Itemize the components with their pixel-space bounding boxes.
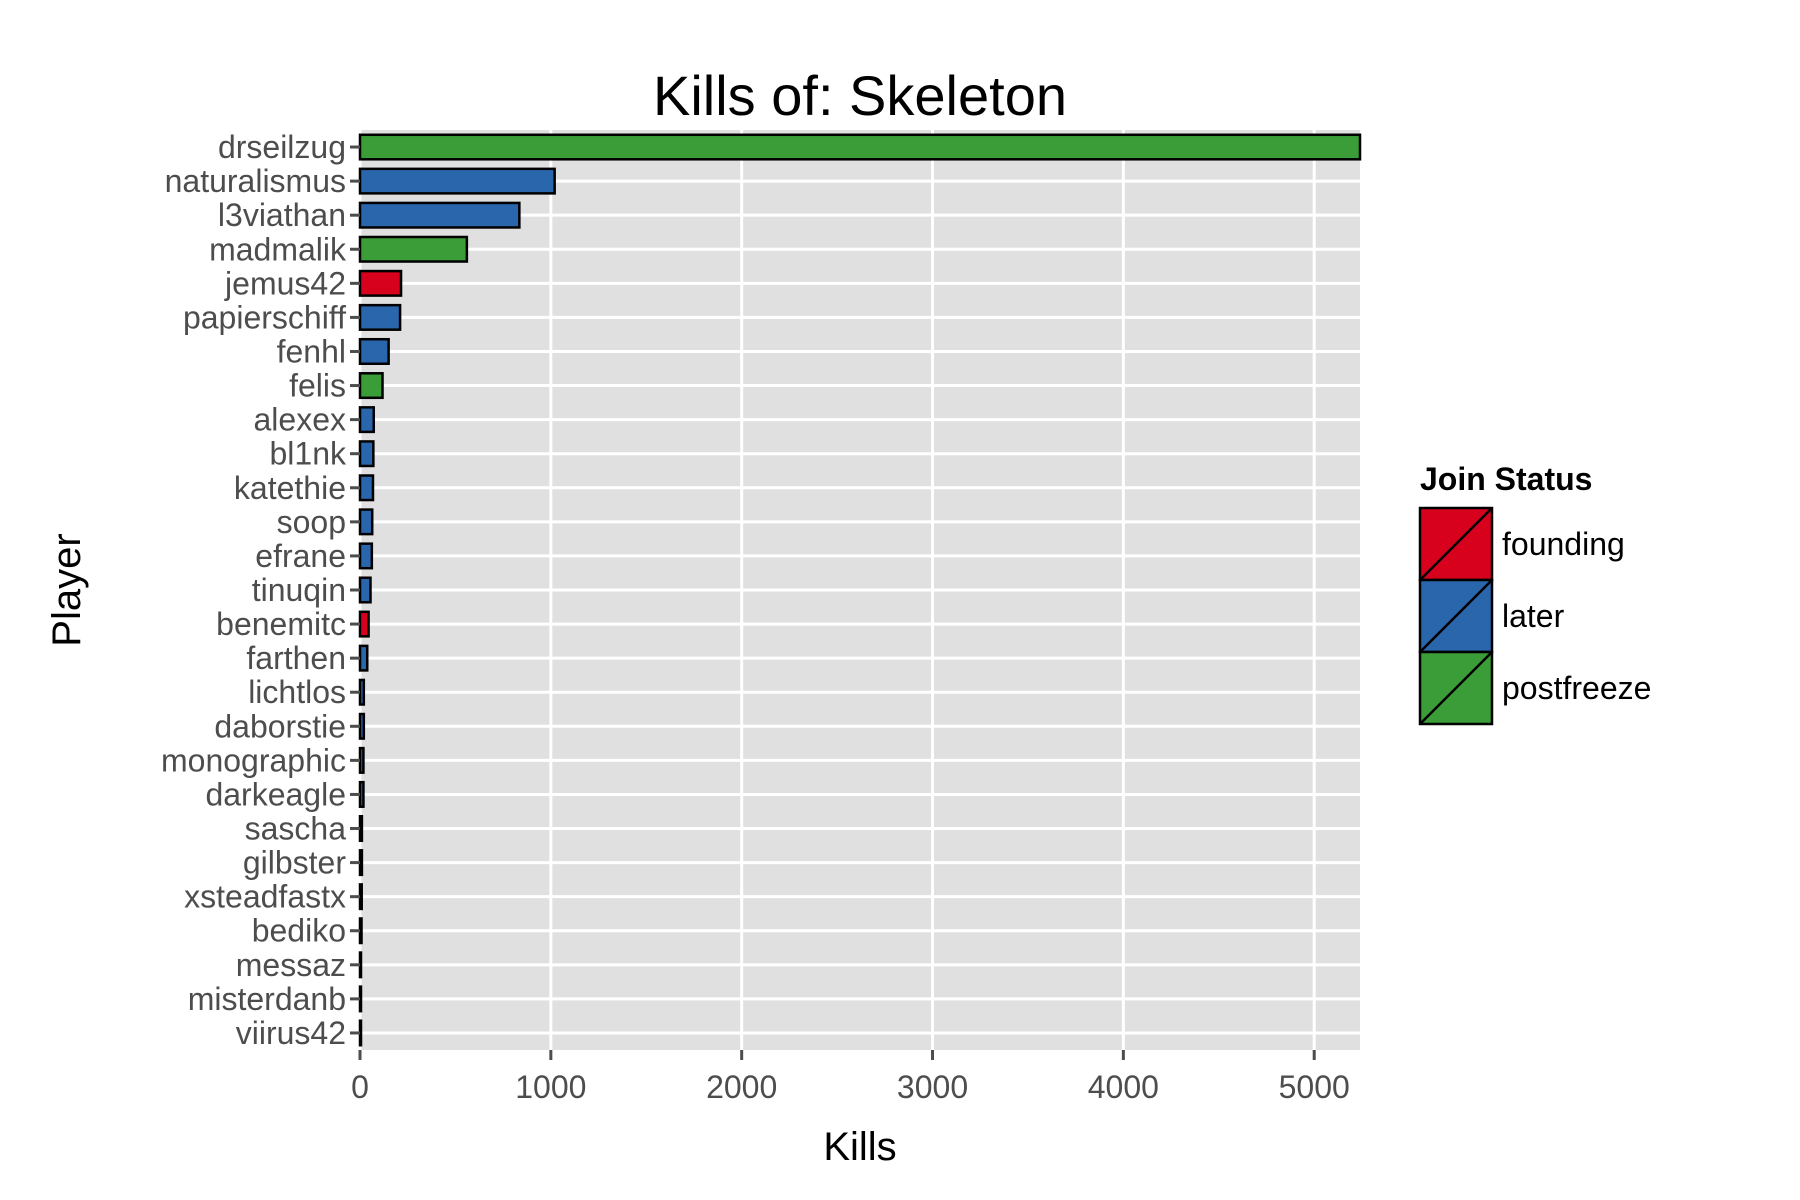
y-tick-label-darkeagle: darkeagle	[205, 776, 346, 812]
y-tick-label-jemus42: jemus42	[224, 265, 346, 301]
bar-l3viathan	[358, 201, 521, 229]
grid-lines	[358, 130, 1360, 1050]
bar-lichtlos	[358, 678, 366, 706]
y-tick-label-papierschiff: papierschiff	[183, 299, 346, 335]
y-tick-label-bediko: bediko	[252, 913, 346, 949]
bar-gilbster	[358, 849, 364, 877]
y-tick-label-madmalik: madmalik	[209, 231, 347, 267]
y-tick-label-benemitc: benemitc	[216, 606, 346, 642]
x-tick-label-3000: 3000	[897, 1069, 968, 1105]
chart-title: Kills of: Skeleton	[653, 64, 1067, 127]
x-tick-label-2000: 2000	[706, 1069, 777, 1105]
y-tick-label-sascha: sascha	[245, 811, 347, 847]
bar-drseilzug	[358, 133, 1362, 161]
bar-katethie	[358, 474, 375, 502]
y-tick-label-bl1nk: bl1nk	[270, 436, 348, 472]
legend-key-diagonal-later	[1419, 579, 1493, 653]
bars	[358, 133, 1362, 1047]
y-tick-label-tinuqin: tinuqin	[252, 572, 346, 608]
bar-felis	[358, 372, 384, 400]
y-tick-label-drseilzug: drseilzug	[218, 129, 346, 165]
x-tick-label-5000: 5000	[1279, 1069, 1350, 1105]
bar-efrane	[358, 542, 374, 570]
x-tick-label-4000: 4000	[1088, 1069, 1159, 1105]
bar-benemitc	[358, 610, 370, 638]
y-tick-label-gilbster: gilbster	[243, 845, 347, 881]
bar-bl1nk	[358, 440, 375, 468]
y-tick-label-xsteadfastx: xsteadfastx	[184, 879, 346, 915]
y-tick-label-felis: felis	[289, 368, 346, 404]
legend-key-diagonal-postfreeze	[1419, 651, 1493, 725]
bar-fenhl	[358, 337, 390, 365]
y-tick-label-messaz: messaz	[236, 947, 346, 983]
legend-title: Join Status	[1420, 461, 1592, 497]
bar-papierschiff	[358, 303, 402, 331]
y-tick-label-katethie: katethie	[234, 470, 346, 506]
x-tick-label-1000: 1000	[515, 1069, 586, 1105]
bar-naturalismus	[358, 167, 556, 195]
legend-key-diagonal-founding	[1419, 507, 1493, 581]
bar-daborstie	[358, 712, 366, 740]
y-tick-label-l3viathan: l3viathan	[218, 197, 346, 233]
bar-tinuqin	[358, 576, 372, 604]
bar-soop	[358, 508, 374, 536]
bar-jemus42	[358, 269, 403, 297]
y-tick-label-efrane: efrane	[255, 538, 346, 574]
bar-sascha	[358, 815, 364, 843]
bar-bediko	[358, 917, 363, 945]
y-tick-label-fenhl: fenhl	[277, 333, 346, 369]
bar-monographic	[358, 746, 365, 774]
y-tick-label-naturalismus: naturalismus	[165, 163, 346, 199]
bar-xsteadfastx	[358, 883, 363, 911]
y-tick-label-alexex: alexex	[254, 402, 347, 438]
bar-misterdanb	[358, 985, 363, 1013]
y-tick-label-misterdanb: misterdanb	[188, 981, 346, 1017]
bar-farthen	[358, 644, 369, 672]
y-tick-label-soop: soop	[277, 504, 346, 540]
y-tick-label-farthen: farthen	[246, 640, 346, 676]
y-tick-label-viirus42: viirus42	[236, 1015, 346, 1051]
y-tick-label-daborstie: daborstie	[214, 708, 346, 744]
bar-alexex	[358, 406, 375, 434]
y-axis: drseilzugnaturalismusl3viathanmadmalikje…	[161, 129, 360, 1051]
y-tick-label-monographic: monographic	[161, 742, 346, 778]
y-axis-title: Player	[45, 533, 89, 646]
bar-messaz	[358, 951, 363, 979]
y-tick-label-lichtlos: lichtlos	[248, 674, 346, 710]
x-tick-label-0: 0	[351, 1069, 369, 1105]
legend-label-postfreeze: postfreeze	[1502, 670, 1651, 706]
bar-madmalik	[358, 235, 469, 263]
x-axis-title: Kills	[823, 1125, 896, 1169]
legend-label-founding: founding	[1502, 526, 1625, 562]
legend: Join Status founding later postfreeze	[1418, 461, 1651, 726]
legend-label-later: later	[1502, 598, 1565, 634]
x-axis: 0 1000 2000 3000 4000 5000	[351, 1050, 1350, 1105]
bar-viirus42	[358, 1019, 363, 1047]
bar-darkeagle	[358, 780, 365, 808]
